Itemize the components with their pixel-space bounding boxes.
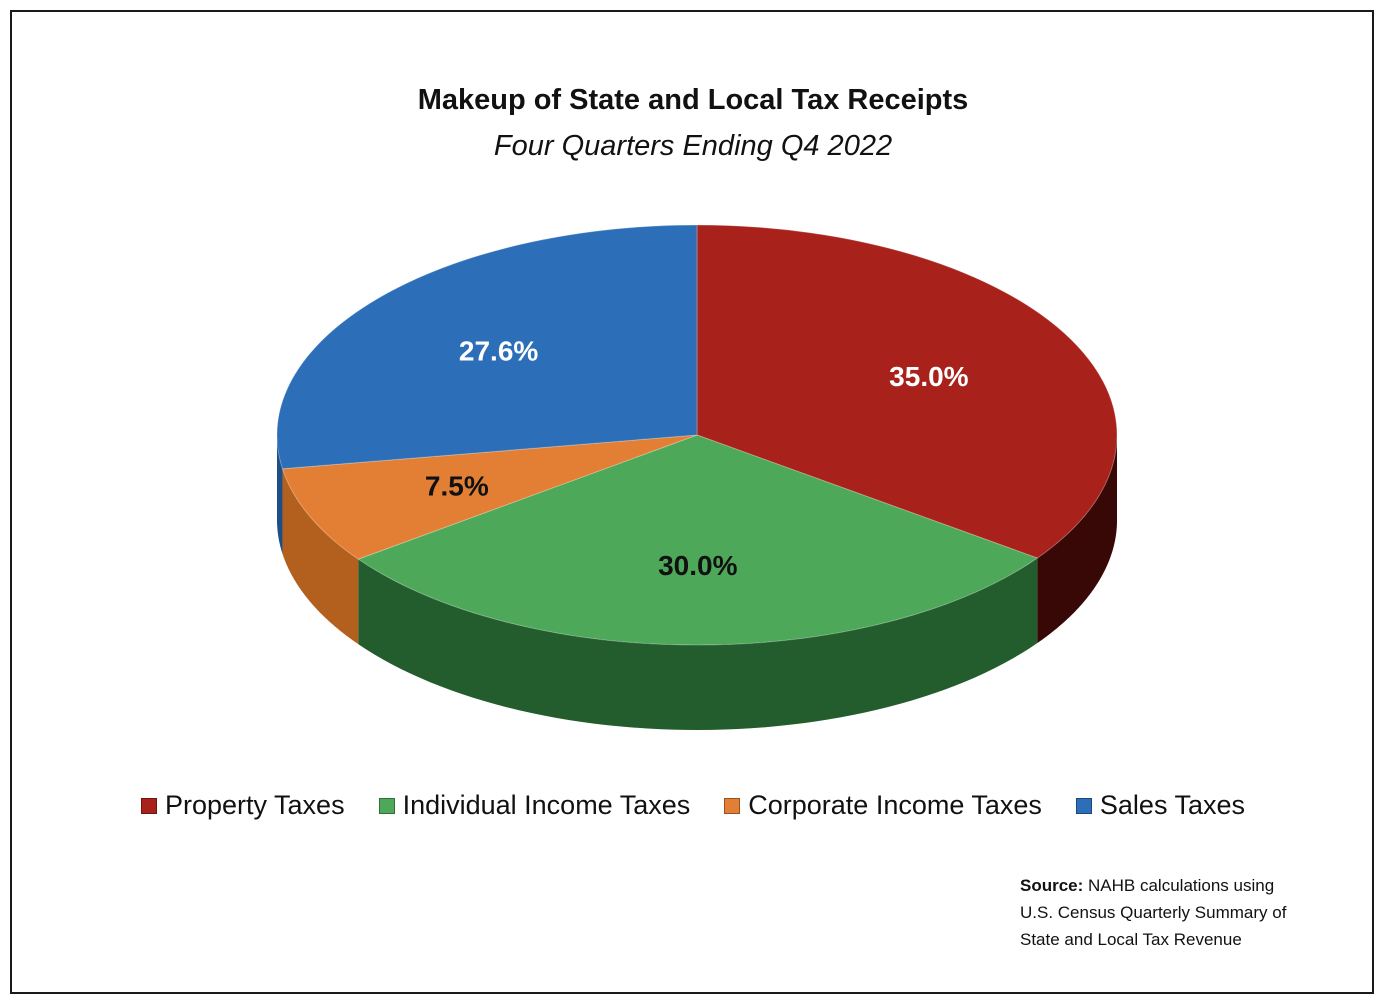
source-line-1: NAHB calculations using (1083, 876, 1275, 895)
chart-subtitle: Four Quarters Ending Q4 2022 (493, 130, 893, 162)
pie-side-walls (277, 435, 1117, 730)
legend-item-individual-income-taxes: Individual Income Taxes (378, 790, 691, 821)
data-label-corporate-income-taxes: 7.5% (425, 470, 489, 501)
legend-swatch-corporate-income-taxes (724, 797, 741, 814)
legend-swatch-sales-taxes (1075, 797, 1092, 814)
source-label: Source: (1020, 876, 1084, 895)
source-note: Source: NAHB calculations using U.S. Cen… (1020, 872, 1360, 953)
data-label-individual-income-taxes: 30.0% (658, 550, 737, 581)
legend-label-sales-taxes: Sales Taxes (1099, 790, 1245, 820)
pie-slice-individual-income-taxes (357, 434, 1039, 646)
pie-slice-sales-taxes (276, 224, 698, 470)
source-line-2: U.S. Census Quarterly Summary of (1020, 903, 1287, 922)
legend-swatch-property-taxes (140, 797, 157, 814)
pie-side-sales-taxes (277, 435, 283, 554)
legend-label-corporate-income-taxes: Corporate Income Taxes (748, 790, 1042, 820)
pie-side-shade-property-taxes (1037, 435, 1117, 644)
pie-top-faces (276, 224, 1118, 646)
legend-item-property-taxes: Property Taxes (140, 790, 345, 821)
legend-label-property-taxes: Property Taxes (164, 790, 345, 820)
chart-legend: Property Taxes Individual Income Taxes C… (0, 790, 1386, 821)
source-line-3: State and Local Tax Revenue (1020, 930, 1242, 949)
data-label-property-taxes: 35.0% (889, 361, 968, 392)
pie-side-corporate-income-taxes (282, 468, 359, 645)
pie-slice-property-taxes (696, 224, 1118, 559)
pie-slice-corporate-income-taxes (281, 434, 698, 560)
chart-title: Makeup of State and Local Tax Receipts (417, 84, 969, 116)
legend-item-sales-taxes: Sales Taxes (1075, 790, 1245, 821)
pie-side-property-taxes (1037, 435, 1117, 644)
legend-swatch-individual-income-taxes (378, 797, 395, 814)
pie-side-individual-income-taxes (358, 558, 1038, 730)
data-label-sales-taxes: 27.6% (459, 336, 538, 367)
legend-item-corporate-income-taxes: Corporate Income Taxes (724, 790, 1042, 821)
pie-data-labels: 35.0% 30.0% 7.5% 27.6% (425, 336, 969, 582)
pie-side-shade-individual-income-taxes (358, 558, 1038, 730)
legend-label-individual-income-taxes: Individual Income Taxes (402, 790, 691, 820)
